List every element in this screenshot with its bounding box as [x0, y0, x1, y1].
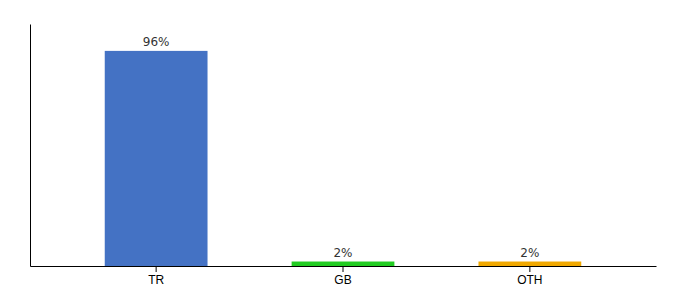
- data-label: 2%: [333, 246, 352, 260]
- data-label: 96%: [143, 35, 170, 49]
- bar: [478, 262, 581, 266]
- x-axis: TR GB OTH: [31, 266, 657, 287]
- plot: TR GB OTH 96% 2% 2%: [31, 25, 657, 287]
- x-tick: GB: [334, 266, 351, 287]
- bar: [292, 262, 395, 266]
- data-labels: 96% 2% 2%: [143, 35, 540, 260]
- data-label: 2%: [520, 246, 539, 260]
- bar: [105, 51, 208, 266]
- x-tick-mark: [156, 266, 157, 272]
- y-axis: [30, 25, 31, 267]
- x-tick-label: TR: [148, 273, 164, 287]
- x-tick-mark: [343, 266, 344, 272]
- x-tick: TR: [148, 266, 164, 287]
- x-tick: OTH: [517, 266, 542, 287]
- x-tick-label: OTH: [517, 273, 542, 287]
- y-axis-line: [30, 25, 31, 267]
- chart: TR GB OTH 96% 2% 2%: [0, 0, 680, 300]
- x-tick-label: GB: [334, 273, 351, 287]
- x-tick-mark: [529, 266, 530, 272]
- bars: [105, 51, 582, 266]
